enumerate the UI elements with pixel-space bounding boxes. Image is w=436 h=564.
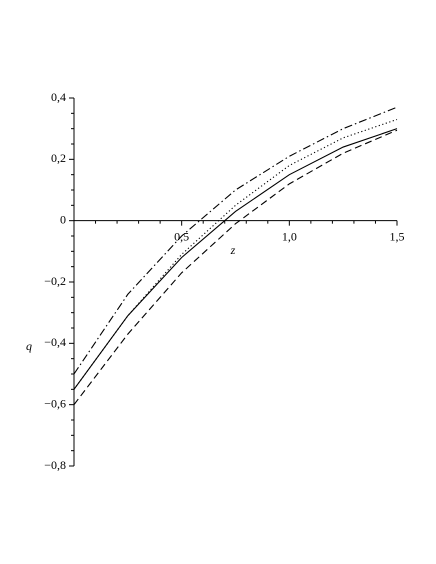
line-series bbox=[73, 106, 398, 375]
y-tick-label: −0,8 bbox=[44, 458, 66, 472]
y-tick-label: −0,6 bbox=[44, 396, 66, 410]
y-axis-label: q bbox=[26, 339, 32, 353]
line-series bbox=[73, 129, 398, 406]
y-tick-label: −0,4 bbox=[44, 335, 66, 349]
y-tick-label: 0 bbox=[60, 212, 66, 226]
line-series bbox=[73, 118, 398, 390]
y-tick-label: 0,2 bbox=[51, 151, 66, 165]
x-tick-label: 1,0 bbox=[282, 229, 297, 243]
x-tick-label: 1,5 bbox=[390, 229, 405, 243]
y-tick-label: 0,4 bbox=[51, 90, 66, 104]
y-tick-label: −0,2 bbox=[44, 274, 66, 288]
line-series bbox=[73, 128, 398, 390]
x-axis-label: z bbox=[230, 243, 236, 257]
